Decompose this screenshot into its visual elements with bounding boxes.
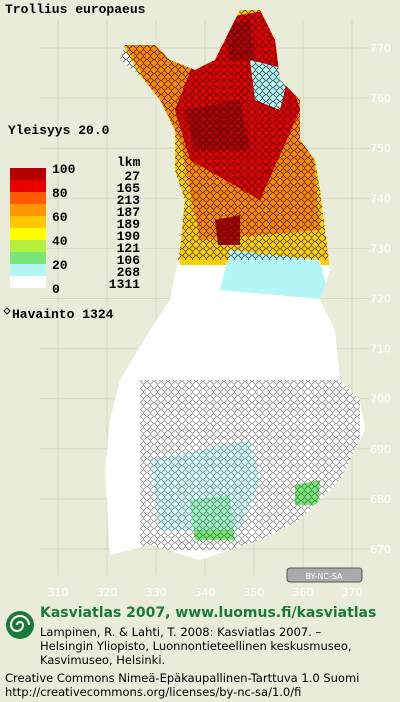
y-tick-label: 710 bbox=[370, 343, 391, 356]
legend-swatch bbox=[10, 180, 46, 192]
y-tick-label: 750 bbox=[370, 142, 391, 155]
legend-swatch bbox=[10, 192, 46, 204]
citation: Helsingin Yliopisto, Luonnontieteellinen… bbox=[40, 639, 352, 653]
x-tick-label: 370 bbox=[342, 586, 363, 599]
x-tick-label: 320 bbox=[97, 586, 118, 599]
legend-count: 268 bbox=[117, 265, 141, 280]
legend-scale: 60 bbox=[52, 210, 68, 225]
license: Creative Commons Nimeä-Epäkaupallinen-Ta… bbox=[5, 671, 359, 685]
y-tick-label: 670 bbox=[370, 543, 391, 556]
x-tick-label: 360 bbox=[293, 586, 314, 599]
legend-scale: 0 bbox=[52, 282, 60, 297]
legend-scale: 20 bbox=[52, 258, 68, 273]
legend-swatch bbox=[10, 204, 46, 216]
logo bbox=[6, 611, 34, 639]
y-tick-label: 740 bbox=[370, 192, 391, 205]
legend-count: 27 bbox=[124, 169, 140, 184]
legend-count: 165 bbox=[117, 181, 141, 196]
legend-count: 121 bbox=[117, 241, 141, 256]
x-tick-label: 330 bbox=[146, 586, 167, 599]
legend-swatch bbox=[10, 168, 46, 180]
title: Trollius europaeus bbox=[5, 2, 146, 17]
legend-count: 106 bbox=[117, 253, 141, 268]
legend-scale: 100 bbox=[52, 162, 76, 177]
citation: Lampinen, R. & Lahti, T. 2008: Kasviatla… bbox=[40, 625, 322, 639]
legend-scale: 40 bbox=[52, 234, 68, 249]
x-tick-label: 310 bbox=[48, 586, 69, 599]
y-tick-label: 760 bbox=[370, 92, 391, 105]
legend-count: 189 bbox=[117, 217, 141, 232]
footer-heading: Kasviatlas 2007, www.luomus.fi/kasviatla… bbox=[40, 605, 376, 621]
legend-swatch bbox=[10, 276, 46, 288]
y-tick-label: 770 bbox=[370, 42, 391, 55]
y-tick-label: 700 bbox=[370, 393, 391, 406]
y-tick-label: 730 bbox=[370, 242, 391, 255]
frequency: Yleisyys 20.0 bbox=[8, 123, 110, 138]
x-tick-label: 350 bbox=[244, 586, 265, 599]
legend-swatch bbox=[10, 264, 46, 276]
legend-count: 1311 bbox=[109, 277, 140, 292]
legend-swatch bbox=[10, 228, 46, 240]
y-tick-label: 690 bbox=[370, 443, 391, 456]
legend-swatch bbox=[10, 252, 46, 264]
x-tick-label: 340 bbox=[195, 586, 216, 599]
count-header: lkm bbox=[117, 155, 141, 170]
license-url: http://creativecommons.org/licenses/by-n… bbox=[5, 685, 301, 699]
y-tick-label: 720 bbox=[370, 293, 391, 306]
legend-swatch bbox=[10, 216, 46, 228]
citation: Kasvimuseo, Helsinki. bbox=[40, 653, 165, 667]
legend-count: 190 bbox=[117, 229, 141, 244]
legend-swatch bbox=[10, 240, 46, 252]
license-badge: BY-NC-SA bbox=[286, 567, 363, 583]
legend-count: 187 bbox=[117, 205, 140, 220]
badge-text: BY-NC-SA bbox=[305, 572, 343, 581]
legend-count: 213 bbox=[117, 193, 141, 208]
legend-scale: 80 bbox=[52, 186, 68, 201]
observation-marker bbox=[3, 307, 11, 315]
observation: Havainto 1324 bbox=[12, 307, 114, 322]
y-tick-label: 680 bbox=[370, 493, 391, 506]
